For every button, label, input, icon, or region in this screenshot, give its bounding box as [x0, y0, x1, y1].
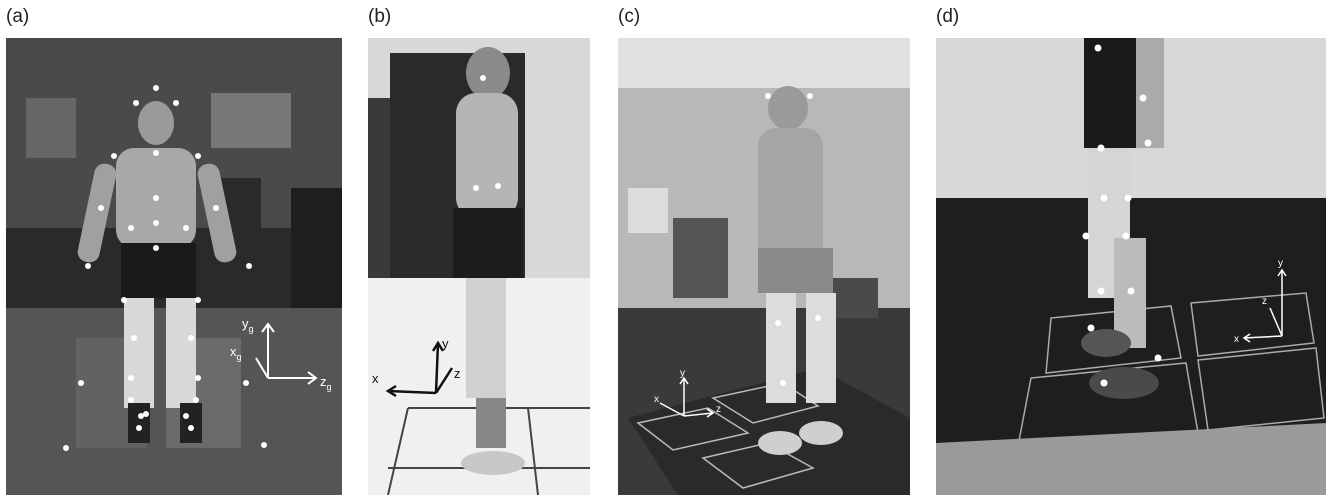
axis-label-z-c: z: [716, 404, 721, 415]
photo-back-view: yg xg zg: [6, 38, 342, 495]
axis-label-z-b: z: [454, 366, 461, 381]
axis-label-z-d: z: [1262, 296, 1267, 307]
panel-label-b: (b): [368, 6, 392, 27]
panel-label-a: (a): [6, 6, 30, 27]
axis-label-x-d: x: [1234, 334, 1239, 345]
axis-label-x-c: x: [654, 394, 659, 405]
axis-label-y-b: y: [442, 336, 449, 351]
photo-three-quarter-view: y x z: [618, 38, 910, 495]
photo-closeup-view: y x z: [936, 38, 1326, 495]
axis-label-y-c: y: [680, 368, 685, 379]
photo-panel-a: yg xg zg: [6, 38, 342, 495]
axis-label-yg: yg: [242, 316, 254, 334]
photo-panel-c: y x z: [618, 38, 910, 495]
panel-label-d: (d): [936, 6, 960, 27]
axis-label-y-d: y: [1278, 258, 1283, 269]
panel-label-c: (c): [618, 6, 641, 27]
photo-panel-d: y x z: [936, 38, 1326, 495]
photo-side-view: x y z: [368, 38, 590, 495]
axis-label-x-b: x: [372, 371, 379, 386]
axis-label-xg: xg: [230, 344, 242, 362]
axis-label-zg: zg: [320, 374, 332, 392]
photo-panel-b: x y z: [368, 38, 590, 495]
